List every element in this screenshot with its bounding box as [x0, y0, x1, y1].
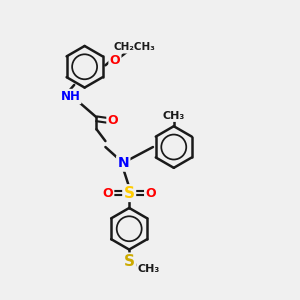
Text: CH₂CH₃: CH₂CH₃ — [113, 43, 155, 52]
Text: CH₃: CH₃ — [163, 111, 185, 121]
Text: N: N — [117, 156, 129, 170]
Text: O: O — [145, 187, 156, 200]
Text: S: S — [124, 186, 135, 201]
Text: O: O — [110, 54, 120, 67]
Text: O: O — [103, 187, 113, 200]
Text: S: S — [124, 254, 135, 269]
Text: NH: NH — [60, 90, 80, 103]
Text: CH₃: CH₃ — [137, 264, 160, 274]
Text: O: O — [107, 114, 118, 127]
